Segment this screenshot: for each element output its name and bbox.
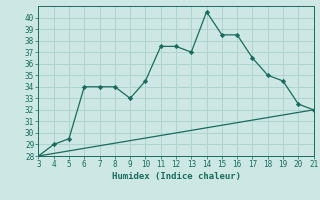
X-axis label: Humidex (Indice chaleur): Humidex (Indice chaleur)	[111, 172, 241, 181]
